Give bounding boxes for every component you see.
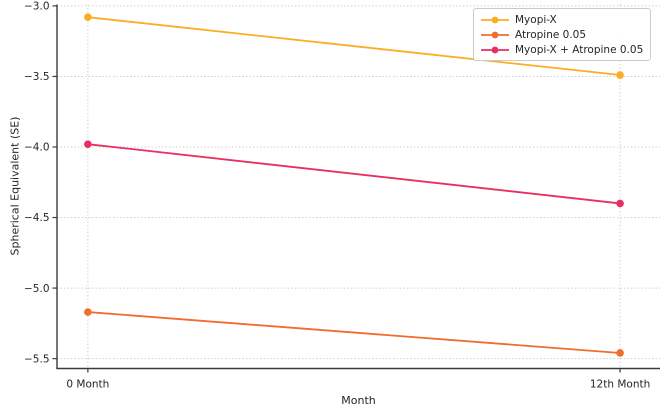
x-tick-label: 12th Month (590, 379, 650, 391)
legend: Myopi-X Atropine 0.05 Myopi-X + Atropine… (473, 8, 652, 61)
series-line-atropine-0-05 (87, 311, 621, 354)
legend-label-myopi-x-atropine: Myopi-X + Atropine 0.05 (515, 43, 644, 56)
x-tick-label: 0 Month (66, 379, 109, 391)
data-point-marker (84, 140, 92, 148)
data-point-marker (616, 71, 624, 79)
data-point-marker (84, 13, 92, 21)
y-tick-label: −5.0 (24, 283, 50, 295)
y-tick-label: −4.0 (24, 142, 50, 154)
y-tick-label: −4.5 (24, 212, 50, 224)
legend-label-myopi-x: Myopi-X (515, 13, 557, 26)
y-axis-title: Spherical Equivalent (SE) (8, 116, 22, 256)
x-axis-title: Month (341, 394, 376, 407)
y-tick-label: −3.5 (24, 71, 50, 83)
legend-item-myopi-x-atropine: Myopi-X + Atropine 0.05 (480, 44, 643, 56)
series-line-myopi-x (87, 16, 621, 76)
legend-line-marker-icon (481, 16, 509, 23)
legend-line-marker-icon (481, 31, 509, 38)
data-point-marker (84, 308, 92, 316)
legend-label-atropine: Atropine 0.05 (515, 28, 587, 41)
legend-line-marker-icon (481, 46, 509, 53)
y-tick-label: −5.5 (24, 353, 50, 365)
y-tick-label: −3.0 (24, 1, 50, 13)
data-point-marker (616, 349, 624, 357)
legend-item-atropine: Atropine 0.05 (480, 29, 643, 41)
series-line-myopi-x-atropine-0-05 (87, 143, 621, 205)
legend-item-myopi-x: Myopi-X (480, 14, 643, 26)
data-point-marker (616, 199, 624, 208)
